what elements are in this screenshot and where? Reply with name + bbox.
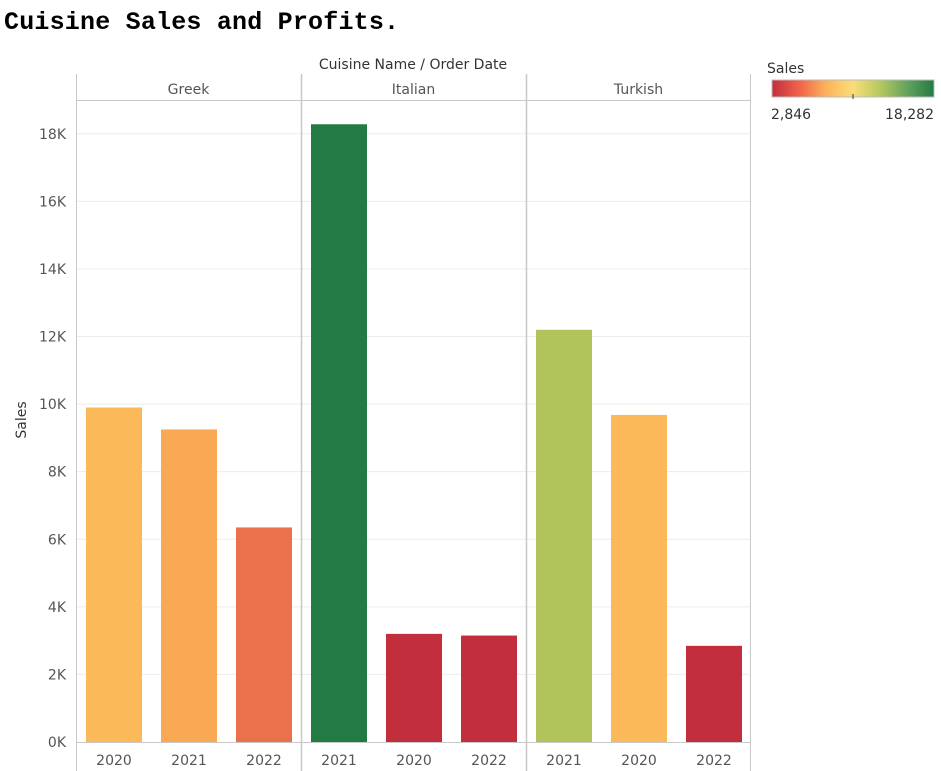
frame-layer [76, 74, 751, 771]
bar-turkish-2022 [686, 645, 742, 742]
y-tick-label: 2K [48, 667, 67, 683]
x-tick-label: 2021 [171, 753, 207, 769]
y-tick-label: 0K [48, 735, 67, 751]
panel-label-greek: Greek [168, 82, 211, 98]
y-tick-label: 16K [39, 194, 67, 210]
x-tick-label: 2022 [696, 753, 732, 769]
bar-greek-2020 [86, 407, 142, 742]
panel-headers: Greek Italian Turkish [168, 82, 663, 98]
x-tick-label: 2020 [96, 753, 132, 769]
column-header: Cuisine Name / Order Date [319, 57, 507, 73]
y-axis-title: Sales [14, 401, 30, 438]
y-tick-label: 6K [48, 532, 67, 548]
bar-turkish-2020 [611, 414, 667, 742]
x-tick-label: 2020 [396, 753, 432, 769]
y-tick-label: 14K [39, 262, 67, 278]
bar-italian-2021 [311, 124, 367, 742]
y-tick-label: 12K [39, 330, 67, 346]
legend-max-label: 18,282 [885, 107, 934, 123]
panel-label-italian: Italian [392, 82, 435, 98]
legend-title: Sales [767, 61, 804, 77]
y-tick-label: 4K [48, 600, 67, 616]
legend-min-label: 2,846 [771, 107, 811, 123]
y-tick-label: 8K [48, 465, 67, 481]
y-tick-label: 18K [39, 127, 67, 143]
bar-turkish-2021 [536, 329, 592, 742]
x-axis-labels: 2020 2021 2022 2021 2020 2022 2021 2020 2022 [96, 753, 732, 769]
y-tick-label: 10K [39, 397, 67, 413]
bar-greek-2022 [236, 527, 292, 742]
x-tick-label: 2022 [246, 753, 282, 769]
bars-layer [86, 124, 742, 742]
bar-greek-2021 [161, 429, 217, 742]
x-tick-label: 2020 [621, 753, 657, 769]
x-tick-label: 2022 [471, 753, 507, 769]
color-legend: Sales 2,846 18,282 [767, 61, 935, 123]
x-tick-label: 2021 [546, 753, 582, 769]
x-tick-label: 2021 [321, 753, 357, 769]
bar-italian-2020 [386, 633, 442, 742]
bar-italian-2022 [461, 635, 517, 742]
panel-label-turkish: Turkish [613, 82, 663, 98]
chart-title: Cuisine Sales and Profits. [4, 8, 400, 37]
y-axis-ticks: 0K 2K 4K 6K 8K 10K 12K 14K 16K 18K [39, 127, 67, 751]
